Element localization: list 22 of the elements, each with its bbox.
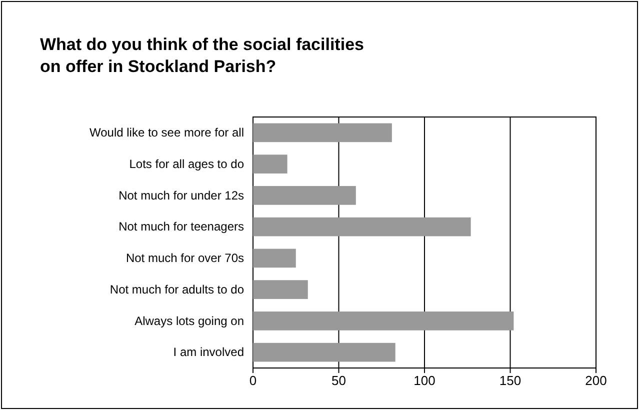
bar [253,342,396,362]
bar [253,248,296,268]
y-tick-label: Lots for all ages to do [129,156,244,171]
x-tick-label: 100 [414,373,436,388]
x-tick-label: 200 [585,373,607,388]
bar [253,154,288,174]
y-tick-label: Not much for teenagers [118,220,244,234]
chart-title: What do you think of the social facilities on offer in Stockland Parish? [40,35,364,76]
bar [253,217,471,236]
bar [253,312,514,330]
bar [253,280,308,299]
x-tick-label: 150 [499,373,522,388]
y-tick-label: Not much for adults to do [110,282,244,296]
y-tick-label: Not much for under 12s [118,188,244,202]
x-tick-label: 0 [249,373,257,388]
x-tick-label: 50 [332,373,346,388]
y-tick-label: Always lots going on [134,314,244,328]
bar [253,123,392,142]
y-tick-label: I am involved [173,345,244,360]
bar [253,186,356,205]
y-tick-label: Would like to see more for all [89,126,244,140]
y-tick-label: Not much for over 70s [126,251,244,266]
